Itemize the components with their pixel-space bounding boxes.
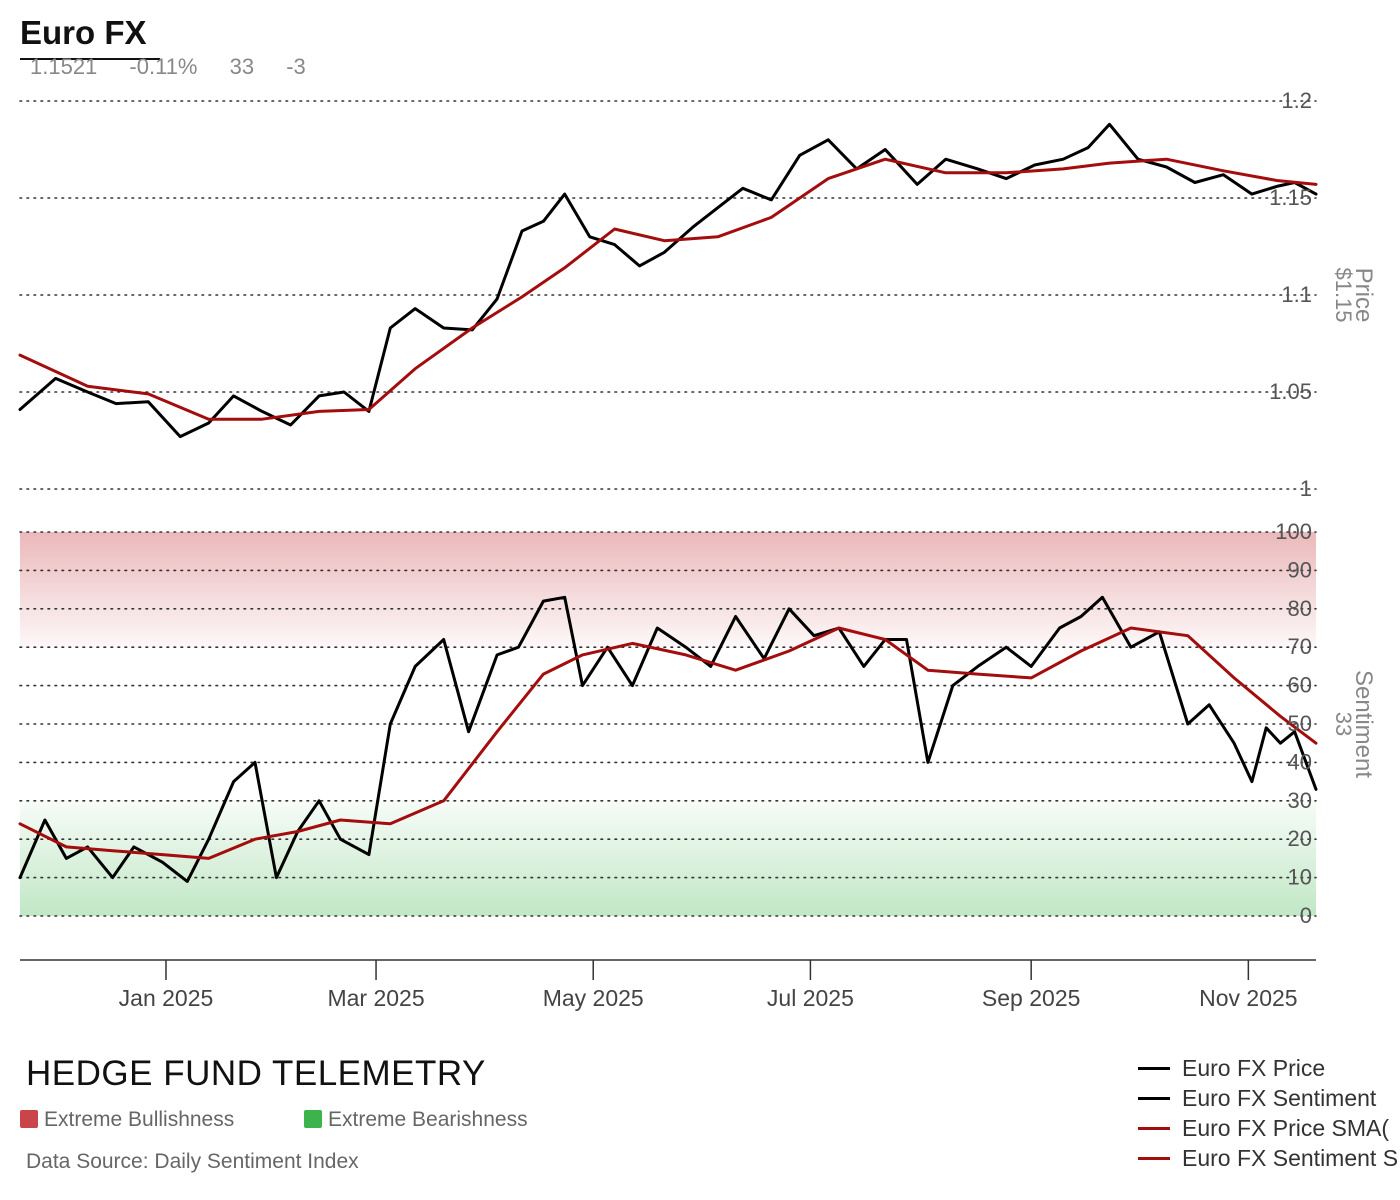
price-tick-label: 1.2 xyxy=(1281,88,1312,113)
current-sentiment: 33 xyxy=(229,54,255,79)
x-tick-label: Jan 2025 xyxy=(119,985,214,1011)
chart-canvas: 1.21.151.11.0511009080706050403020100Pri… xyxy=(18,88,1377,1011)
legend-label: Euro FX Price xyxy=(1182,1054,1326,1081)
euro-fx-price-line xyxy=(18,122,1318,439)
sentiment-change: -3 xyxy=(286,54,306,79)
sentiment-tick-label: 70 xyxy=(1288,634,1312,659)
sentiment-tick-label: 80 xyxy=(1288,596,1312,621)
legend-item-sentiment[interactable]: Euro FX Sentiment xyxy=(1138,1083,1400,1113)
stats-row: 1.1521 -0.11% 33 -3 xyxy=(30,54,332,80)
legend-line xyxy=(1138,1066,1170,1070)
sentiment-tick-label: 20 xyxy=(1288,826,1312,851)
sentiment-tick-label: 60 xyxy=(1288,673,1312,698)
title-underline xyxy=(20,58,160,60)
price-change: -0.11% xyxy=(129,54,198,79)
price-tick-label: 1.05 xyxy=(1269,379,1312,404)
legend-line xyxy=(1138,1126,1170,1130)
euro-fx-price-sma-line xyxy=(18,157,1318,421)
brand-name: HEDGE FUND TELEMETRY xyxy=(26,1054,486,1093)
bear-zone-label: Extreme Bearishness xyxy=(328,1108,528,1131)
price-tick-label: 1.1 xyxy=(1281,282,1312,307)
price-tick-label: 1.15 xyxy=(1269,185,1312,210)
sentiment-tick-label: 40 xyxy=(1288,749,1312,774)
x-tick-label: Mar 2025 xyxy=(327,985,424,1011)
bull-zone-band xyxy=(20,532,1316,648)
price-axis-title: Price xyxy=(1350,268,1377,323)
current-price: 1.1521 xyxy=(30,54,98,79)
legend-line xyxy=(1138,1156,1170,1160)
legend-label: Euro FX Sentiment S xyxy=(1182,1144,1399,1171)
sentiment-tick-label: 30 xyxy=(1288,788,1312,813)
sentiment-axis-title: Sentiment xyxy=(1350,670,1377,778)
legend-item-price[interactable]: Euro FX Price xyxy=(1138,1053,1400,1083)
bull-zone-key: Extreme Bullishness xyxy=(20,1108,234,1132)
price-axis-value: $1.15 xyxy=(1331,267,1356,322)
sentiment-tick-label: 10 xyxy=(1288,865,1312,890)
sentiment-axis-value: 33 xyxy=(1331,712,1356,736)
euro-fx-sentiment-line xyxy=(18,595,1318,883)
sentiment-tick-label: 90 xyxy=(1288,557,1312,582)
bear-swatch xyxy=(304,1110,322,1128)
legend-line xyxy=(1138,1096,1170,1100)
x-tick-label: Nov 2025 xyxy=(1199,985,1297,1011)
euro-fx-sentiment-s-line xyxy=(18,626,1318,860)
sentiment-tick-label: 0 xyxy=(1300,903,1312,928)
legend-label: Euro FX Sentiment xyxy=(1182,1084,1377,1111)
x-tick-label: May 2025 xyxy=(543,985,644,1011)
sentiment-tick-label: 100 xyxy=(1275,519,1312,544)
bull-swatch xyxy=(20,1110,38,1128)
bear-zone-band xyxy=(20,800,1316,916)
series-legend: Euro FX Price Euro FX Sentiment Euro FX … xyxy=(1138,1053,1400,1173)
x-tick-label: Sep 2025 xyxy=(982,985,1080,1011)
legend-label: Euro FX Price SMA( xyxy=(1182,1114,1390,1141)
bear-zone-key: Extreme Bearishness xyxy=(304,1108,528,1132)
x-tick-label: Jul 2025 xyxy=(767,985,854,1011)
legend-item-price-sma[interactable]: Euro FX Price SMA( xyxy=(1138,1113,1400,1143)
data-source: Data Source: Daily Sentiment Index xyxy=(26,1150,359,1173)
price-tick-label: 1 xyxy=(1300,476,1312,501)
chart-title: Euro FX xyxy=(20,14,147,51)
sentiment-tick-label: 50 xyxy=(1288,711,1312,736)
bull-zone-label: Extreme Bullishness xyxy=(44,1108,235,1131)
legend-item-sentiment-sma[interactable]: Euro FX Sentiment S xyxy=(1138,1143,1400,1173)
